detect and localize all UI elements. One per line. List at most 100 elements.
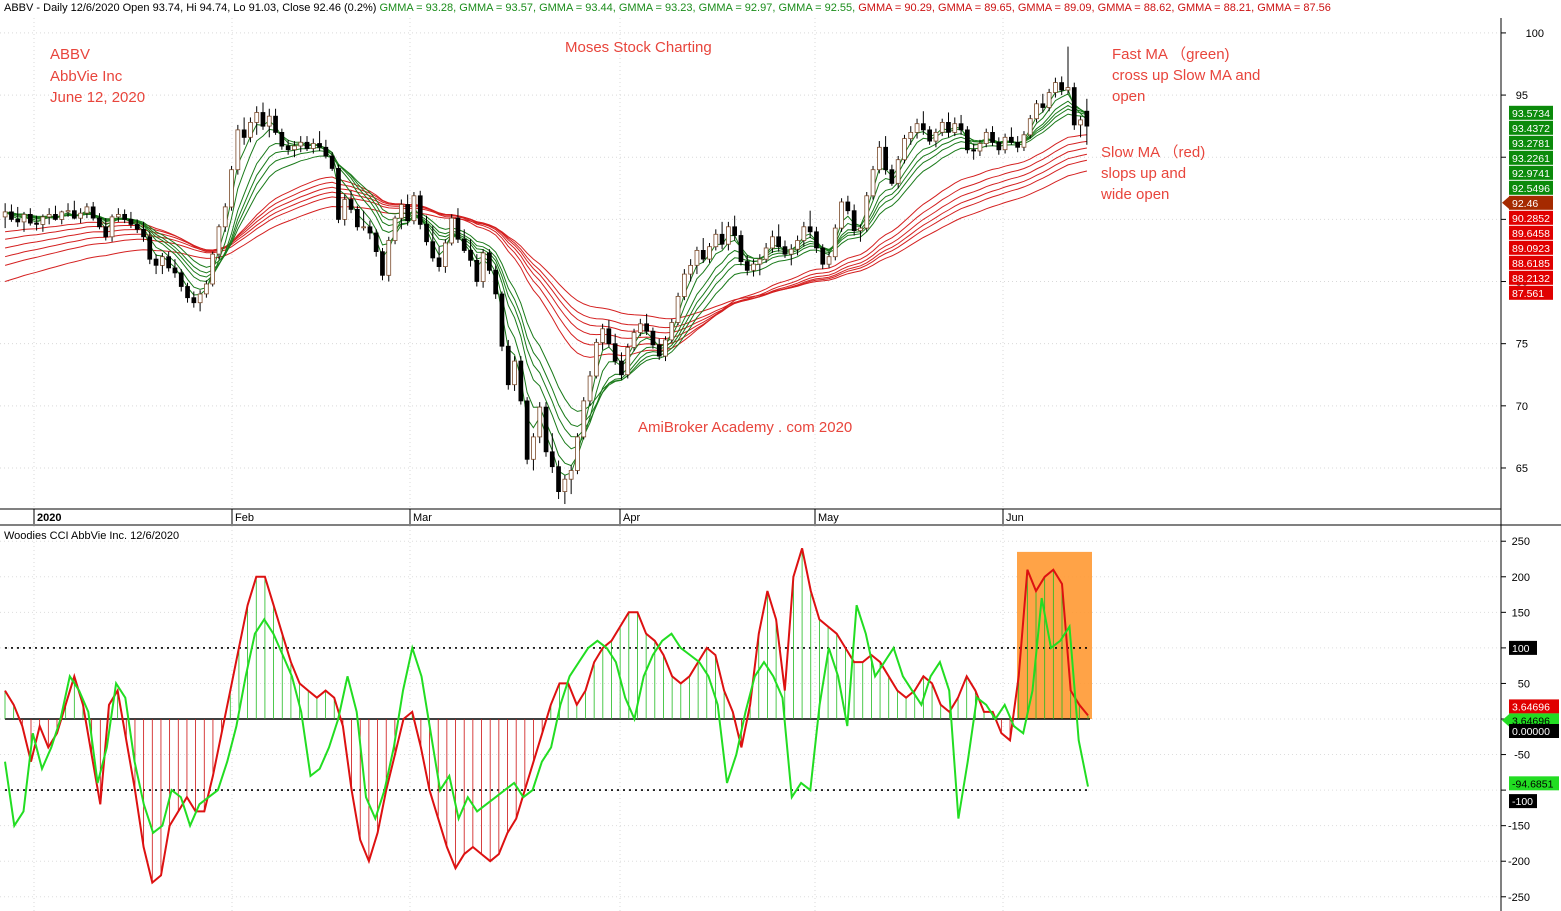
slow-ma-value-1: 89.6458: [1512, 228, 1550, 240]
candle-body-168: [1059, 82, 1064, 91]
candle-body-144: [908, 131, 914, 139]
candle-body-10: [65, 210, 71, 213]
candle-137: [864, 192, 870, 232]
fast-ma-value-4-tag: 92.9741: [1509, 165, 1553, 180]
candle-29: [185, 282, 190, 303]
fast-ma-note-line-3: open: [1112, 88, 1145, 105]
candle-body-69: [436, 257, 442, 267]
candlesticks: [2, 46, 1090, 505]
candle-body-151: [952, 123, 958, 133]
candle-body-27: [172, 267, 178, 274]
cci-line: [4, 548, 1089, 885]
candle-body-32: [203, 283, 209, 295]
slow-ma-note-line-2: slops up and: [1101, 165, 1186, 182]
candle-body-74: [468, 249, 473, 261]
cci-lines: [4, 548, 1089, 885]
candle-164: [1034, 100, 1039, 123]
slow-ma-lines: [4, 134, 1088, 358]
candle-167: [1053, 77, 1058, 98]
slow-ma-value-2-bg: [1509, 240, 1553, 255]
candle-94: [594, 338, 599, 379]
candle-body-93: [587, 375, 593, 402]
slow-ma-value-3: 88.6185: [1512, 258, 1550, 270]
cci-tag-100: 100: [1512, 643, 1530, 655]
candle-body-24: [153, 258, 159, 266]
candle-body-119: [751, 263, 756, 271]
candle-body-71: [449, 217, 455, 244]
candle-body-85: [537, 406, 543, 438]
candle-9: [59, 210, 65, 225]
candle-body-91: [575, 436, 580, 471]
candle-body-3: [21, 213, 27, 223]
cci-tick-label-9: -200: [1508, 856, 1530, 868]
candle-21: [134, 219, 140, 234]
candle-body-112: [707, 246, 712, 260]
candle-56: [354, 205, 360, 231]
candle-99: [625, 343, 631, 379]
candle-82: [518, 356, 524, 405]
cci-tag-minus-100: -100: [1512, 796, 1533, 808]
candle-body-7: [46, 213, 52, 218]
candle-body-66: [417, 195, 423, 225]
candle-body-55: [348, 199, 354, 210]
candle-body-141: [889, 169, 895, 184]
slow-ma-value-0-bg: [1509, 210, 1553, 225]
slow-ma-value-2: 89.0923: [1512, 243, 1550, 255]
candle-143: [902, 134, 907, 164]
candle-97: [612, 333, 618, 365]
candle-body-167: [1053, 82, 1058, 93]
candle-body-65: [411, 195, 417, 222]
candle-body-53: [336, 167, 341, 220]
candle-41: [260, 102, 266, 130]
candle-body-61: [386, 240, 392, 276]
fast-ma-value-5-tag: 92.5496: [1509, 180, 1553, 195]
watermark-note: AmiBroker Academy . com 2020: [638, 419, 852, 436]
candle-body-135: [851, 210, 857, 231]
candle-body-111: [700, 249, 706, 260]
candle-body-106: [669, 322, 675, 341]
candle-134: [845, 195, 851, 215]
candle-73: [461, 229, 467, 253]
candle-body-41: [260, 112, 266, 127]
candle-body-76: [480, 252, 486, 282]
candle-27: [172, 259, 178, 278]
candle-body-81: [512, 360, 517, 386]
candle-90: [568, 465, 574, 495]
candle-body-122: [770, 236, 775, 249]
candle-body-44: [279, 131, 285, 147]
fast-ma-note-line-1: Fast MA （green): [1112, 46, 1230, 63]
candle-84: [531, 433, 536, 471]
candle-33: [210, 251, 215, 287]
candle-body-110: [694, 249, 700, 266]
fast-ma-value-3: 93.2261: [1512, 153, 1550, 165]
candle-body-1: [9, 211, 14, 220]
candle-55: [348, 190, 354, 214]
candle-149: [939, 118, 945, 137]
candle-20: [128, 211, 134, 229]
candle-28: [178, 269, 184, 292]
candle-body-22: [141, 228, 146, 238]
candle-body-171: [1078, 119, 1083, 126]
fast-ma-value-4-bg: [1509, 165, 1553, 180]
candle-body-166: [1046, 92, 1052, 108]
cci-tag-100-group: 100: [1509, 640, 1537, 655]
candle-153: [965, 126, 970, 154]
upper-price-axis: 6570758085909510093.573493.437293.278193…: [1501, 28, 1553, 475]
candle-168: [1059, 76, 1064, 96]
last-close-value-tag: 92.46: [1502, 195, 1553, 210]
candle-42: [266, 108, 272, 138]
cci-tag-100-bg: [1509, 640, 1537, 655]
candle-57: [361, 210, 367, 231]
fast-ma-value-4: 92.9741: [1512, 168, 1550, 180]
candle-24: [153, 254, 159, 275]
candle-body-31: [197, 293, 203, 304]
candle-162: [1021, 131, 1027, 152]
candle-body-123: [776, 236, 782, 248]
slow-ma-line-4: [4, 159, 1088, 329]
candle-body-117: [738, 235, 744, 263]
slow-ma-note: Slow MA （red) slops up and wide open: [1100, 144, 1205, 203]
candle-body-57: [361, 226, 367, 229]
candle-103: [650, 327, 656, 349]
cci-tick-label-1: 200: [1512, 572, 1530, 584]
slow-ma-line-3: [4, 153, 1088, 334]
